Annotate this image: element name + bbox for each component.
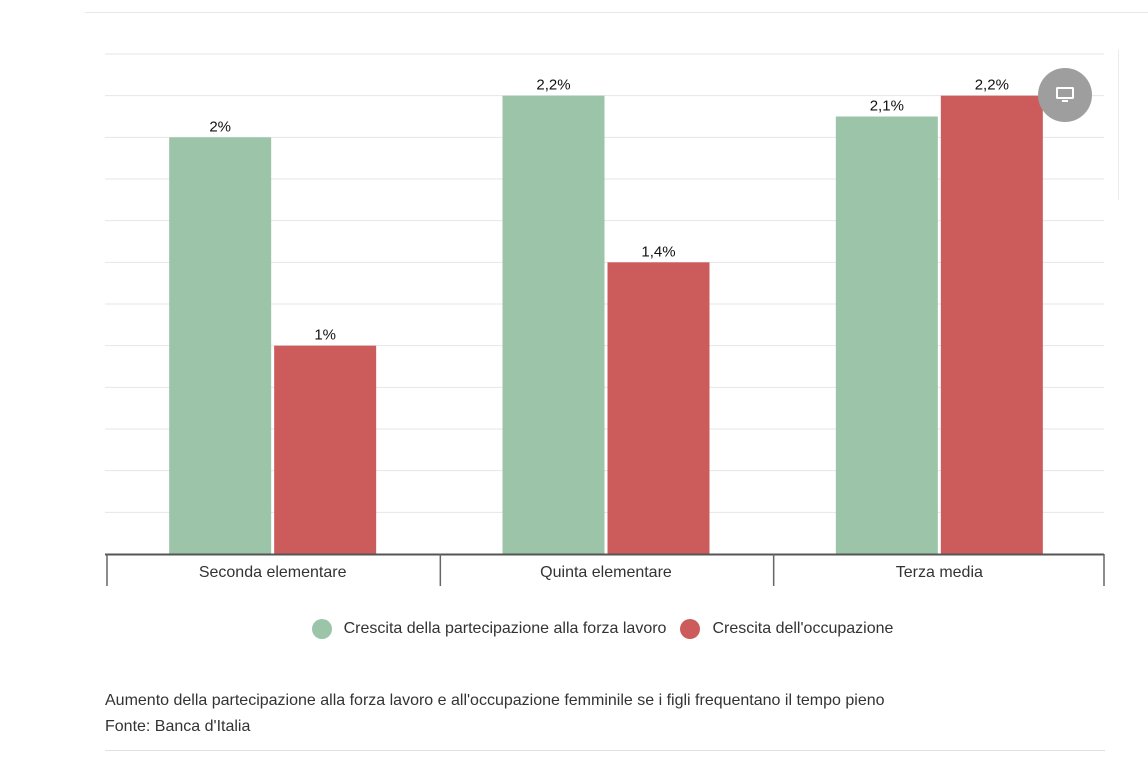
legend-item-participation[interactable]: Crescita della partecipazione alla forza… [311, 619, 667, 639]
legend-swatch-employment [680, 619, 701, 639]
legend: Crescita della partecipazione alla forza… [0, 619, 1148, 639]
caption-description: Aumento della partecipazione alla forza … [105, 692, 885, 709]
chart-caption: Aumento della partecipazione alla forza … [105, 688, 885, 740]
display-mode-button[interactable] [1038, 68, 1092, 122]
bar[interactable] [940, 95, 1043, 555]
bar-value-label: 1,4% [641, 243, 675, 260]
right-divider [1118, 50, 1119, 200]
bar-value-label: 2,2% [975, 77, 1009, 94]
top-divider [85, 12, 1148, 13]
legend-label-employment: Crescita dell'occupazione [712, 620, 894, 637]
bar[interactable] [169, 137, 272, 555]
bar[interactable] [274, 345, 377, 554]
bar-value-label: 2% [209, 118, 231, 135]
legend-label-participation: Crescita della partecipazione alla forza… [343, 620, 667, 637]
x-tick-label: Quinta elementare [540, 564, 672, 581]
x-tick-label: Seconda elementare [199, 564, 347, 581]
legend-swatch-participation [311, 619, 332, 639]
bar-value-label: 1% [314, 327, 336, 344]
bar-chart: 2% 1% Seconda elementare 2,2% 1,4% Quinta ele… [105, 53, 1105, 586]
legend-item-employment[interactable]: Crescita dell'occupazione [680, 619, 893, 639]
monitor-icon [1056, 87, 1074, 102]
bar[interactable] [502, 95, 605, 555]
caption-source: Fonte: Banca d'Italia [105, 718, 251, 735]
bar[interactable] [607, 262, 710, 554]
bar[interactable] [835, 116, 938, 555]
x-tick-label: Terza media [896, 564, 983, 581]
bottom-divider [105, 750, 1105, 751]
bar-value-label: 2,2% [536, 77, 570, 94]
bar-value-label: 2,1% [870, 98, 904, 115]
